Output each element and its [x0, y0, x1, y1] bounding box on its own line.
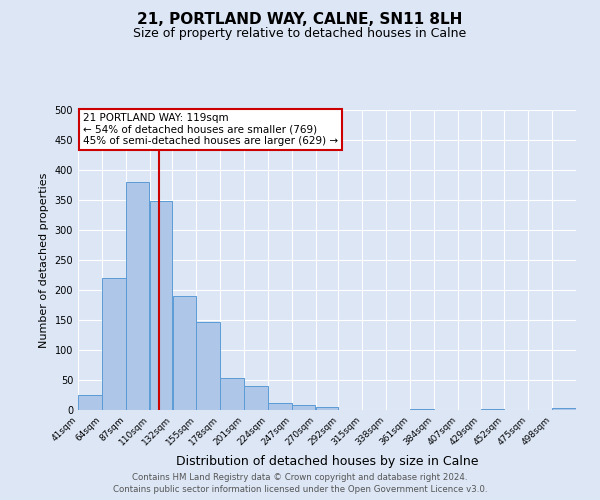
Bar: [150, 201, 172, 410]
Bar: [316, 407, 338, 410]
Bar: [552, 408, 576, 410]
Bar: [126, 182, 149, 410]
Bar: [196, 322, 220, 410]
Bar: [244, 386, 268, 410]
Text: Contains public sector information licensed under the Open Government Licence v3: Contains public sector information licen…: [113, 485, 487, 494]
Bar: [292, 405, 316, 410]
Bar: [78, 395, 102, 410]
X-axis label: Distribution of detached houses by size in Calne: Distribution of detached houses by size …: [176, 456, 478, 468]
Bar: [173, 296, 196, 410]
Y-axis label: Number of detached properties: Number of detached properties: [39, 172, 49, 348]
Text: 21 PORTLAND WAY: 119sqm
← 54% of detached houses are smaller (769)
45% of semi-d: 21 PORTLAND WAY: 119sqm ← 54% of detache…: [83, 113, 338, 146]
Bar: [410, 409, 434, 410]
Text: Size of property relative to detached houses in Calne: Size of property relative to detached ho…: [133, 28, 467, 40]
Bar: [220, 378, 244, 410]
Bar: [102, 278, 125, 410]
Bar: [268, 403, 292, 410]
Bar: [481, 409, 504, 410]
Text: 21, PORTLAND WAY, CALNE, SN11 8LH: 21, PORTLAND WAY, CALNE, SN11 8LH: [137, 12, 463, 28]
Text: Contains HM Land Registry data © Crown copyright and database right 2024.: Contains HM Land Registry data © Crown c…: [132, 472, 468, 482]
